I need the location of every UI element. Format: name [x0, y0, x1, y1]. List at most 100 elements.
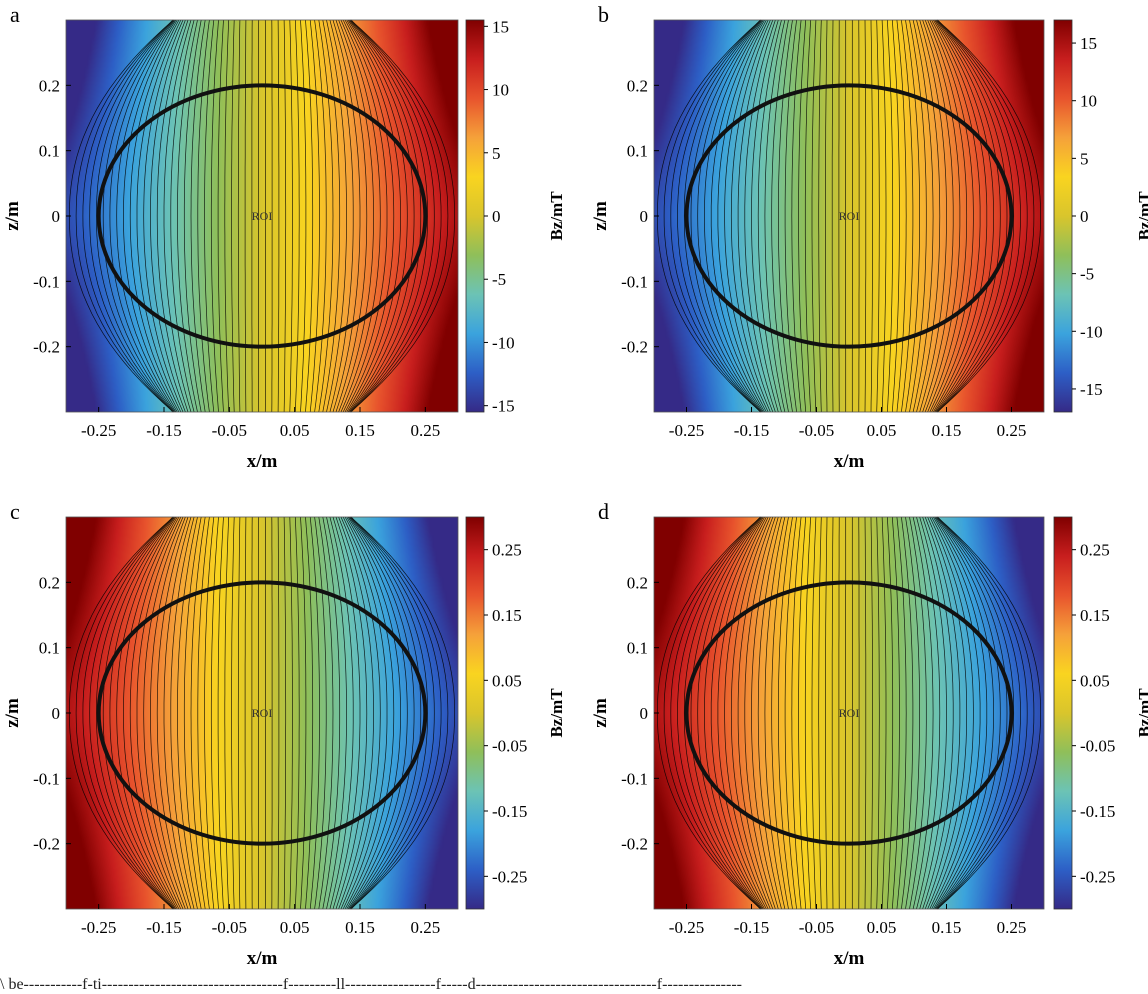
y-tick-label: -0.2: [621, 338, 648, 357]
contour-line: [143, 19, 184, 413]
contour-line: [791, 516, 802, 910]
colorbar-tick-label: 0: [492, 207, 501, 226]
colorbar-tick-label: 0.15: [492, 606, 522, 625]
y-tick-label: 0: [52, 704, 61, 723]
contour-line: [737, 516, 774, 910]
contour-line: [204, 19, 215, 413]
contour-line: [881, 19, 887, 413]
colorbar-tick-label: -0.25: [1080, 867, 1115, 886]
contour-line: [927, 516, 968, 910]
contour-line: [936, 516, 1015, 910]
contour-line: [75, 516, 174, 910]
contour-line: [305, 516, 314, 910]
contour-line: [190, 19, 206, 413]
contour-line: [349, 19, 422, 413]
contour-line: [224, 19, 230, 413]
panel-c: ROI -0.25 -0.15 -0.05 0.05 0.15 0.25 0.2 0.1 0 -0.…: [2, 499, 566, 969]
colorbar-tick-label: -10: [492, 333, 515, 352]
contour-line: [697, 19, 763, 413]
y-tick-label: 0: [640, 207, 649, 226]
contour-line: [771, 516, 789, 910]
contour-line: [350, 19, 428, 413]
contour-line: [322, 19, 341, 413]
contour-line: [350, 19, 435, 413]
contour-line: [109, 19, 176, 413]
contour-line: [934, 516, 994, 910]
contour-line: [329, 516, 354, 910]
contour-line: [350, 516, 449, 910]
contour-line: [346, 19, 401, 413]
y-tick-label: -0.1: [33, 272, 60, 291]
contour-line: [326, 19, 347, 413]
x-tick-label: 0.05: [280, 918, 310, 937]
contour-line: [909, 516, 927, 910]
roi-ellipse: [684, 580, 1014, 846]
x-tick-label: 0.05: [867, 918, 897, 937]
contour-line: [663, 19, 761, 413]
contour-line: [757, 516, 782, 910]
x-tick-label: -0.05: [799, 421, 834, 440]
roi-label: ROI: [839, 209, 860, 223]
x-tick-label: -0.25: [81, 918, 116, 937]
contour-line: [170, 19, 195, 413]
panel-letter: c: [10, 499, 20, 524]
contour-line: [751, 19, 779, 413]
colorbar: [1053, 516, 1073, 910]
contour-line: [344, 516, 395, 910]
contour-line: [350, 19, 442, 413]
y-axis-label: z/m: [590, 201, 611, 231]
contour-line: [818, 516, 822, 910]
contour-line: [710, 19, 766, 413]
y-axis-label: z/m: [590, 698, 611, 728]
colorbar-tick-label: 0.05: [492, 671, 522, 690]
contour-line: [305, 19, 314, 413]
contour-line: [936, 19, 1015, 413]
contour-line: [891, 516, 900, 910]
panel-letter: b: [598, 2, 609, 27]
contour-line: [771, 19, 789, 413]
x-tick-label: 0.25: [997, 918, 1027, 937]
contour-line: [737, 19, 774, 413]
contour-line: [89, 19, 174, 413]
contour-line: [901, 516, 914, 910]
contour-line: [784, 516, 797, 910]
contour-line: [335, 516, 368, 910]
contour-line: [670, 19, 761, 413]
contour-line: [318, 516, 334, 910]
contour-line: [730, 19, 771, 413]
contour-line: [350, 516, 455, 910]
x-tick-label: 0.25: [410, 421, 440, 440]
contour-line: [300, 19, 307, 413]
colorbar-tick-label: -0.25: [492, 867, 527, 886]
contour-line: [309, 516, 320, 910]
contour-line: [156, 19, 189, 413]
x-axis-label: x/m: [247, 948, 278, 969]
contour-line: [744, 19, 776, 413]
contour-line: [183, 516, 202, 910]
contour-line: [177, 19, 198, 413]
colorbar-tick-label: -5: [492, 270, 506, 289]
contour-line: [346, 516, 401, 910]
contour-line: [896, 19, 907, 413]
roi-label: ROI: [839, 706, 860, 720]
x-tick-label: 0.15: [932, 918, 962, 937]
colorbar-tick-label: -10: [1080, 322, 1103, 341]
contour-line: [663, 516, 761, 910]
contour-line: [349, 516, 422, 910]
colorbar-tick-label: 0: [1080, 207, 1089, 226]
contour-line: [309, 19, 320, 413]
contour-line: [350, 19, 455, 413]
x-tick-label: 0.15: [345, 421, 375, 440]
x-axis-label: x/m: [834, 451, 865, 472]
contour-line: [340, 516, 381, 910]
contour-line: [924, 19, 961, 413]
contour-line: [322, 516, 341, 910]
colorbar-tick-label: 0.15: [1080, 606, 1110, 625]
contour-line: [150, 516, 186, 910]
contour-line: [937, 19, 1028, 413]
contour-line: [314, 516, 327, 910]
colorbar: [465, 19, 485, 413]
contour-line: [129, 516, 180, 910]
contour-line: [338, 19, 374, 413]
contour-line: [922, 19, 954, 413]
